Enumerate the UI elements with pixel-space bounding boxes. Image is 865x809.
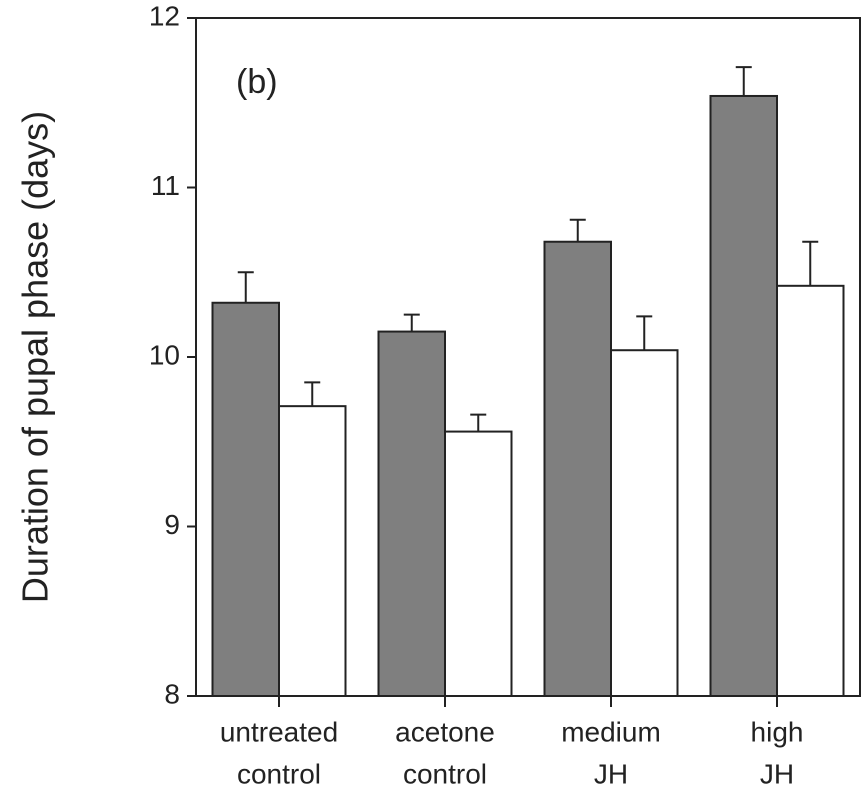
annotation: (b) [236,63,278,101]
bar [444,430,513,697]
bar [211,301,280,697]
error-bar [802,240,819,286]
bar [709,94,778,698]
bar [278,405,347,697]
x-tick-label: acetone [395,716,495,747]
y-tick-label: 12 [149,0,180,31]
bar [776,284,845,697]
error-bar [237,271,254,303]
x-tick-label: high [751,716,804,747]
x-tick-label: untreated [220,716,338,747]
error-bar [569,218,586,242]
x-tick-label: control [403,758,487,789]
bar [377,330,446,697]
bar [610,349,679,697]
error-bar [304,381,321,407]
x-tick-label: JH [594,758,628,789]
error-bar [403,313,420,332]
y-tick-label: 8 [164,678,180,709]
error-bar [470,413,487,432]
x-tick-label: control [237,758,321,789]
error-bar [636,315,653,351]
bar [543,240,612,698]
y-tick-label: 9 [164,509,180,540]
y-tick-label: 11 [151,170,180,201]
plot-frame [195,17,861,697]
x-tick-label: medium [561,716,661,747]
y-tick-label: 10 [149,339,180,370]
y-axis-label: Duration of pupal phase (days) [15,111,56,603]
x-tick-label: JH [760,758,794,789]
error-bar [735,66,752,96]
